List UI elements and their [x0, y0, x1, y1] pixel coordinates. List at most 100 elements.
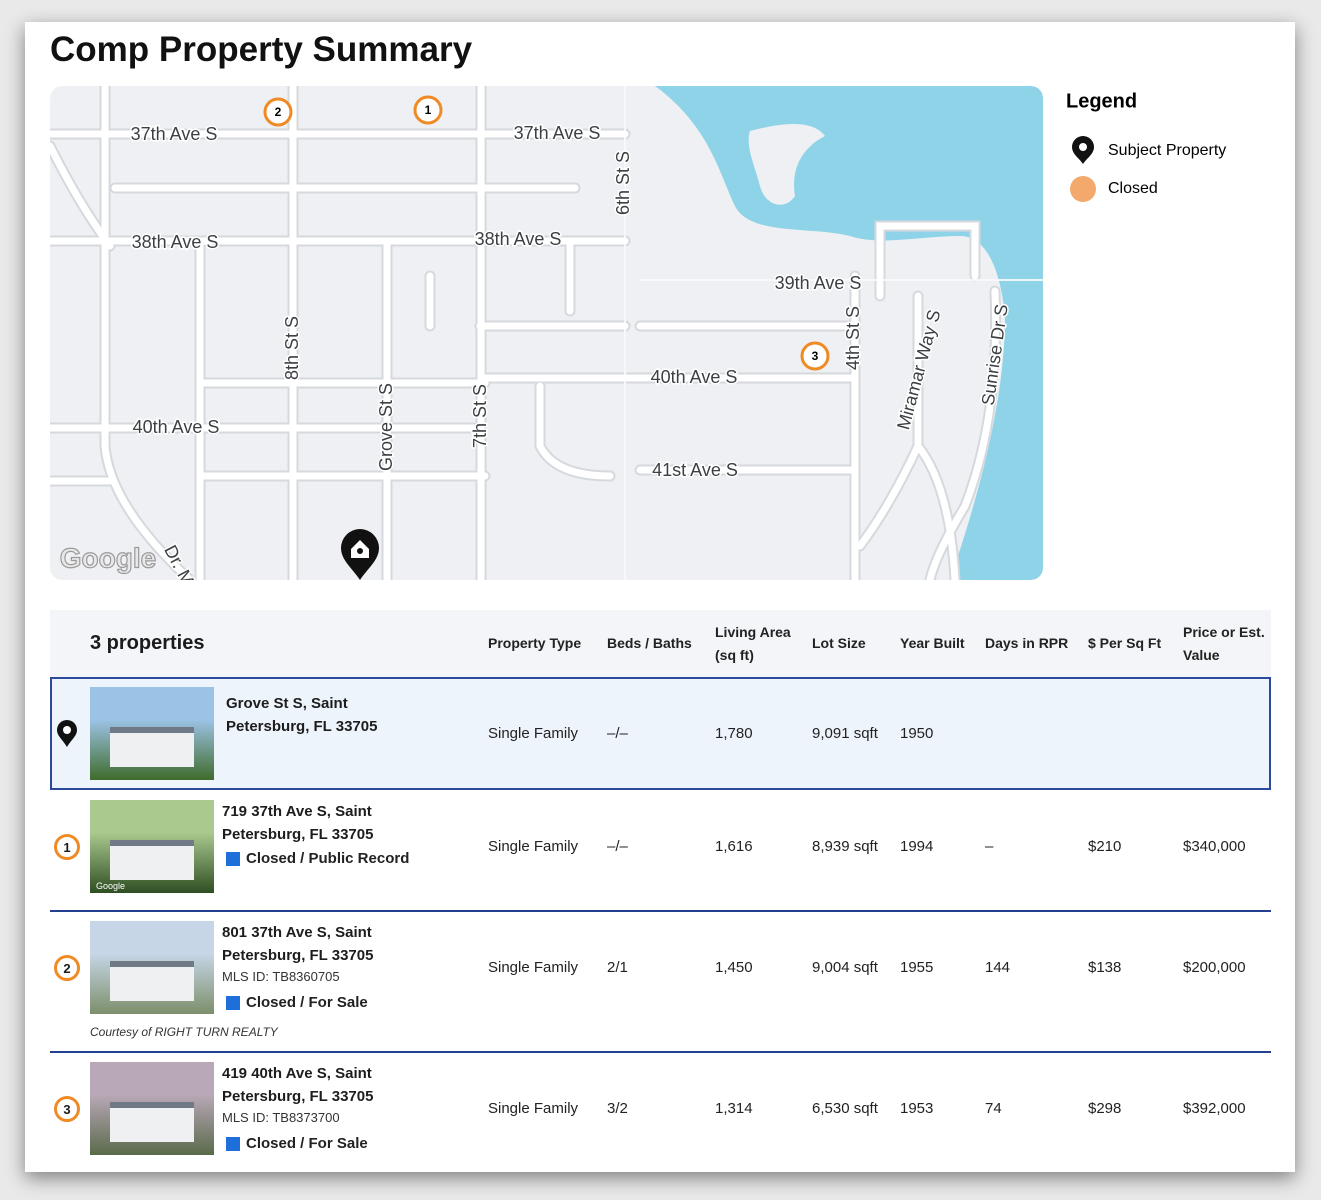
cell-beds-baths: –/–: [607, 838, 628, 855]
property-count: 3 properties: [90, 632, 205, 654]
photo-house: [110, 727, 194, 767]
subject-pin: [341, 529, 379, 580]
column-header-text: Price or Est. Value: [1183, 623, 1265, 663]
property-photo: [90, 687, 214, 780]
row-marker: 2: [54, 955, 80, 981]
row-subject-pin: [57, 720, 77, 748]
table-header: [50, 610, 1271, 677]
street-label: 40th Ave S: [133, 417, 220, 437]
map: 37th Ave S 37th Ave S 38th Ave S 38th Av…: [50, 86, 1043, 580]
legend: Legend Subject Property Closed: [1066, 90, 1226, 202]
cell-living-area: 1,450: [715, 959, 753, 976]
street-label: Grove St S: [376, 383, 396, 471]
photo-house: [110, 961, 194, 1001]
cell-year-built: 1955: [900, 959, 934, 976]
row-divider: [50, 910, 1271, 912]
street-label: 8th St S: [282, 316, 302, 380]
address-line: Petersburg, FL 33705: [222, 947, 374, 964]
property-photo: [90, 1062, 214, 1155]
marker-label: 1: [425, 103, 432, 117]
cell-days-in-rpr: 74: [985, 1100, 1002, 1117]
cell-property-type: Single Family: [488, 838, 579, 855]
street-label: 7th St S: [470, 384, 490, 448]
status: Closed / Public Record: [246, 850, 410, 867]
address-line: Petersburg, FL 33705: [222, 1088, 374, 1105]
marker-label: 3: [812, 349, 819, 363]
legend-item: Subject Property: [1108, 142, 1226, 159]
status-icon: [226, 852, 240, 866]
cell-lot-size: 9,004 sqft: [812, 959, 878, 976]
status: Closed / For Sale: [246, 994, 368, 1011]
column-header: Price or Est. Value: [1183, 610, 1265, 677]
status-icon: [226, 1137, 240, 1151]
cell-price: $392,000: [1183, 1100, 1246, 1117]
address-line: 419 40th Ave S, Saint: [222, 1065, 372, 1082]
cell-living-area: 1,616: [715, 838, 753, 855]
photo-badge: Google: [96, 881, 126, 891]
photo-house: [110, 840, 194, 880]
address-line: Petersburg, FL 33705: [226, 718, 378, 735]
comp-table: 3 properties Property Type Beds / Baths Liv…: [25, 22, 1295, 1172]
status-icon: [226, 996, 240, 1010]
cell-per-sq-ft: $298: [1088, 1100, 1122, 1117]
page-title: Comp Property Summary: [50, 30, 473, 69]
legend-swatch: [1070, 176, 1096, 202]
street-label: 39th Ave S: [775, 273, 862, 293]
cell-per-sq-ft: $138: [1088, 959, 1122, 976]
mls-id: MLS ID: TB8360705: [222, 969, 340, 984]
property-photo: [90, 921, 214, 1014]
map-marker: 2: [263, 97, 293, 127]
street-label: 37th Ave S: [514, 123, 601, 143]
cell-lot-size: 6,530 sqft: [812, 1100, 878, 1117]
cell-price: $200,000: [1183, 959, 1246, 976]
column-header-text: Beds / Baths: [607, 635, 692, 651]
report-card: Comp Property Summary 37th Ave S 37th Av…: [25, 22, 1295, 1172]
column-header: Days in RPR: [985, 610, 1095, 677]
street-label: 40th Ave S: [651, 367, 738, 387]
cell-beds-baths: 2/1: [607, 959, 628, 976]
marker-label: 2: [275, 105, 282, 119]
status: Closed / For Sale: [246, 1135, 368, 1152]
cell-per-sq-ft: $210: [1088, 838, 1122, 855]
column-header: Property Type: [488, 610, 598, 677]
cell-lot-size: 9,091 sqft: [812, 725, 878, 742]
cell-property-type: Single Family: [488, 725, 579, 742]
legend-item: Closed: [1108, 180, 1158, 197]
street-label: 41st Ave S: [652, 460, 738, 480]
cell-price: $340,000: [1183, 838, 1246, 855]
address-line: 719 37th Ave S, Saint: [222, 803, 372, 820]
legend-pin: [1072, 136, 1094, 164]
map-marker: 1: [413, 95, 443, 125]
column-header-text: Days in RPR: [985, 635, 1069, 651]
column-header: Beds / Baths: [607, 610, 717, 677]
column-header: Living Area (sq ft): [715, 610, 803, 677]
column-header-text: Lot Size: [812, 635, 866, 651]
street-label: 38th Ave S: [475, 229, 562, 249]
street-label: 4th St S: [843, 306, 863, 370]
cell-days-in-rpr: –: [985, 838, 994, 855]
row-marker: 3: [54, 1096, 80, 1122]
courtesy: Courtesy of RIGHT TURN REALTY: [90, 1025, 278, 1039]
address-line: Petersburg, FL 33705: [222, 826, 374, 843]
cell-living-area: 1,314: [715, 1100, 753, 1117]
street-label: 37th Ave S: [131, 124, 218, 144]
mls-id: MLS ID: TB8373700: [222, 1110, 340, 1125]
column-header: Year Built: [900, 610, 1010, 677]
cell-living-area: 1,780: [715, 725, 753, 742]
map-attribution: Google: [60, 542, 156, 573]
column-header: $ Per Sq Ft: [1088, 610, 1198, 677]
street-label: 38th Ave S: [132, 232, 219, 252]
cell-lot-size: 8,939 sqft: [812, 838, 878, 855]
legend-title: Legend: [1066, 90, 1137, 112]
map-marker: 3: [800, 341, 830, 371]
cell-property-type: Single Family: [488, 1100, 579, 1117]
row-marker: 1: [54, 834, 80, 860]
pin-icon: [57, 720, 77, 747]
subject-row: [50, 677, 1271, 790]
cell-year-built: 1950: [900, 725, 934, 742]
street-label: 6th St S: [613, 151, 633, 215]
property-photo: Google: [90, 800, 214, 893]
column-header-text: Year Built: [900, 635, 965, 651]
cell-beds-baths: 3/2: [607, 1100, 628, 1117]
